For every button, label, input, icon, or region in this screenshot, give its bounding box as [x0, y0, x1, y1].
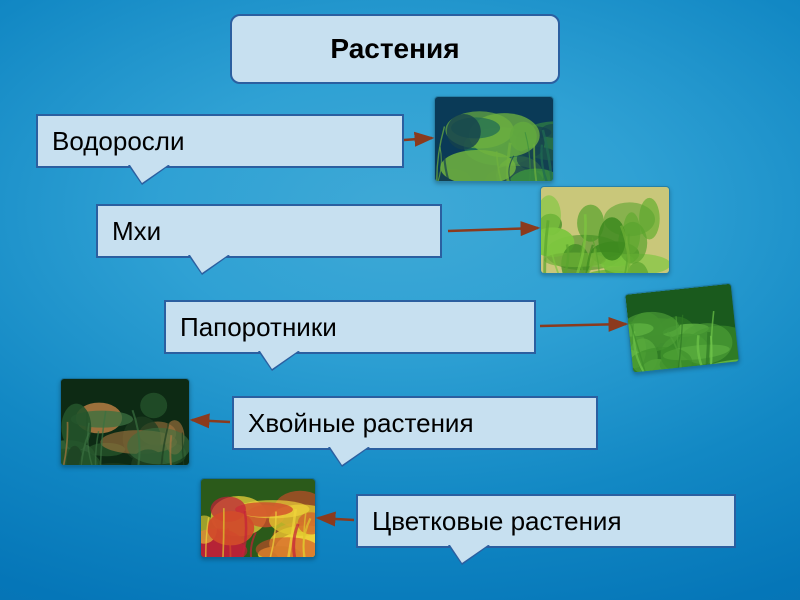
arrow-flowering [318, 518, 354, 520]
arrows-layer [0, 0, 800, 600]
arrow-conifer [192, 420, 230, 422]
arrow-moss [448, 228, 538, 231]
arrow-algae [404, 138, 432, 140]
arrow-fern [540, 324, 626, 326]
